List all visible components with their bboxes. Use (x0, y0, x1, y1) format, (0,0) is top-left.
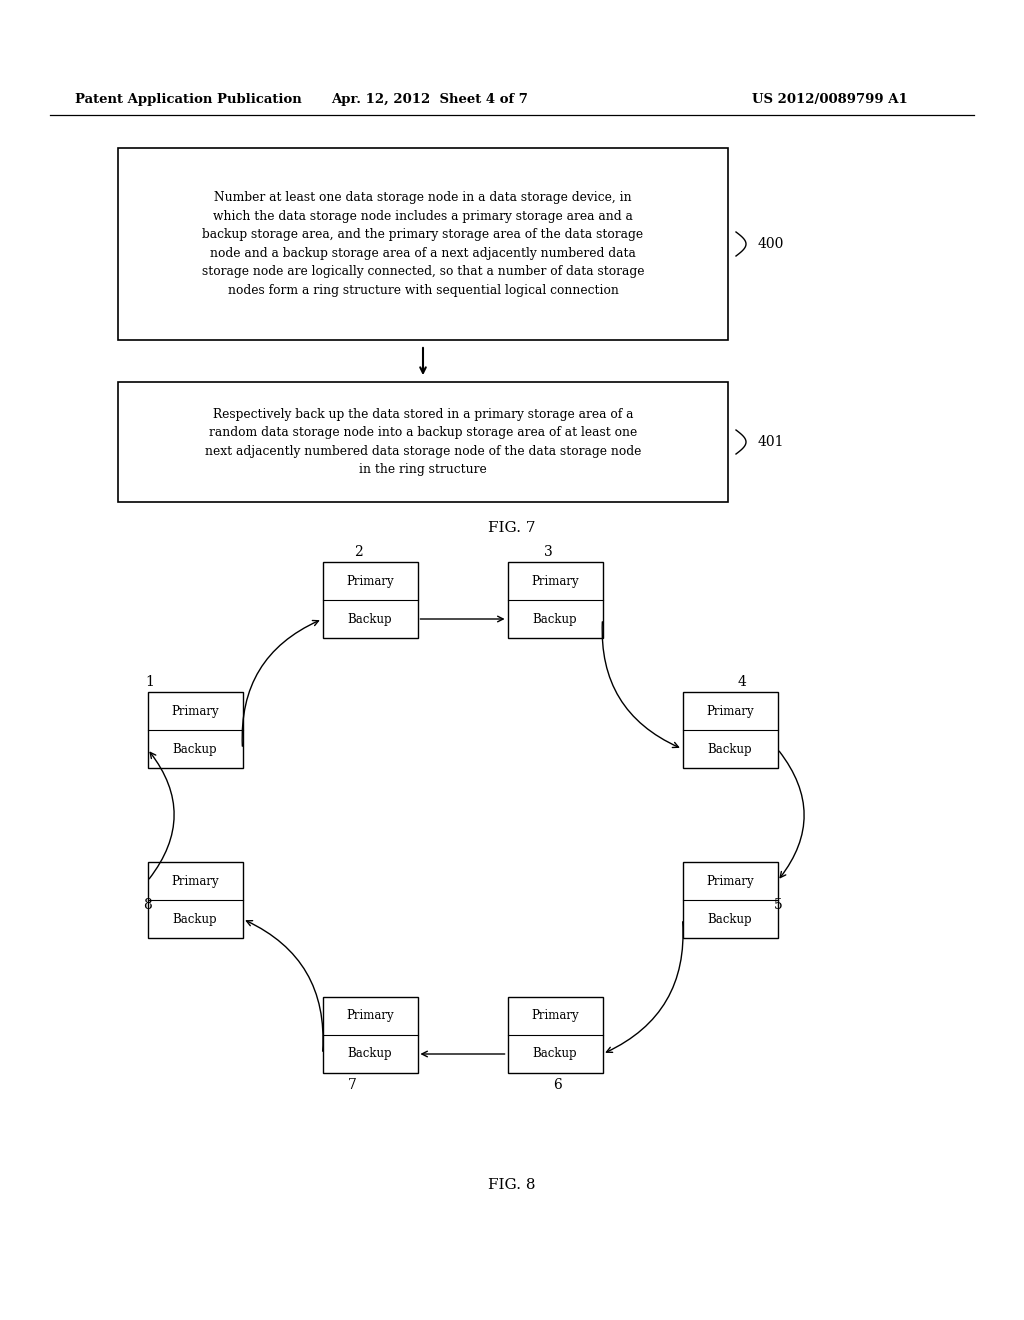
Bar (683, 862, 777, 939)
Text: Apr. 12, 2012  Sheet 4 of 7: Apr. 12, 2012 Sheet 4 of 7 (332, 94, 528, 107)
Text: Backup: Backup (348, 1048, 392, 1060)
Text: 3: 3 (544, 545, 552, 558)
Text: Primary: Primary (346, 1010, 394, 1023)
Text: Primary: Primary (346, 574, 394, 587)
Text: 400: 400 (758, 238, 784, 251)
Text: Primary: Primary (171, 874, 219, 887)
Bar (118, 148, 728, 341)
Text: Backup: Backup (532, 1048, 578, 1060)
Text: 2: 2 (353, 545, 362, 558)
Text: Respectively back up the data stored in a primary storage area of a
random data : Respectively back up the data stored in … (205, 408, 641, 477)
Text: Number at least one data storage node in a data storage device, in
which the dat: Number at least one data storage node in… (202, 191, 644, 297)
Text: Backup: Backup (173, 742, 217, 755)
Text: Primary: Primary (531, 1010, 579, 1023)
Text: Patent Application Publication: Patent Application Publication (75, 94, 302, 107)
Bar (323, 562, 418, 638)
Text: 1: 1 (145, 675, 155, 689)
Text: FIG. 7: FIG. 7 (488, 521, 536, 535)
Text: 8: 8 (143, 898, 153, 912)
Bar (323, 997, 418, 1073)
Text: 401: 401 (758, 436, 784, 449)
Text: FIG. 8: FIG. 8 (488, 1177, 536, 1192)
Bar (147, 692, 243, 768)
Bar (508, 997, 602, 1073)
Text: Backup: Backup (708, 912, 753, 925)
Text: Primary: Primary (531, 574, 579, 587)
Text: Primary: Primary (707, 705, 754, 718)
Text: Backup: Backup (532, 612, 578, 626)
Text: US 2012/0089799 A1: US 2012/0089799 A1 (752, 94, 908, 107)
Text: 4: 4 (737, 675, 746, 689)
Text: 5: 5 (773, 898, 782, 912)
Bar (118, 381, 728, 502)
Text: Backup: Backup (348, 612, 392, 626)
Bar (147, 862, 243, 939)
Text: 7: 7 (347, 1078, 356, 1092)
Text: Primary: Primary (707, 874, 754, 887)
Text: Backup: Backup (173, 912, 217, 925)
Bar (683, 692, 777, 768)
Text: Primary: Primary (171, 705, 219, 718)
Bar (508, 562, 602, 638)
Text: 6: 6 (554, 1078, 562, 1092)
Text: Backup: Backup (708, 742, 753, 755)
